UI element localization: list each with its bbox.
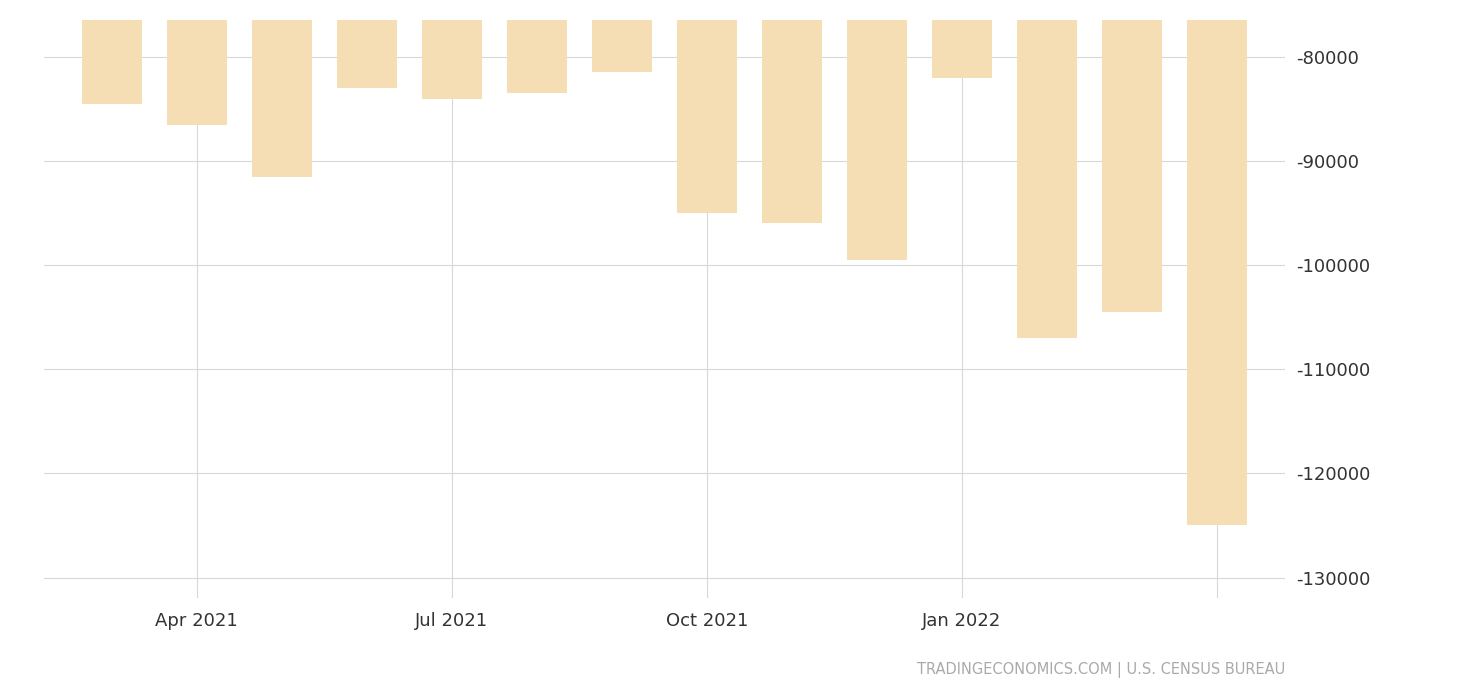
Bar — [931, 0, 991, 78]
Bar — [762, 0, 822, 224]
Text: TRADINGECONOMICS.COM | U.S. CENSUS BUREAU: TRADINGECONOMICS.COM | U.S. CENSUS BUREA… — [917, 662, 1285, 678]
Bar — [593, 0, 651, 73]
Bar — [82, 0, 142, 104]
Bar — [422, 0, 482, 99]
Bar — [847, 0, 907, 260]
Bar — [1102, 0, 1162, 312]
Bar — [1187, 0, 1247, 526]
Bar — [337, 0, 397, 88]
Bar — [253, 0, 311, 177]
Bar — [1018, 0, 1076, 338]
Bar — [166, 0, 226, 124]
Bar — [677, 0, 736, 213]
Bar — [507, 0, 566, 93]
